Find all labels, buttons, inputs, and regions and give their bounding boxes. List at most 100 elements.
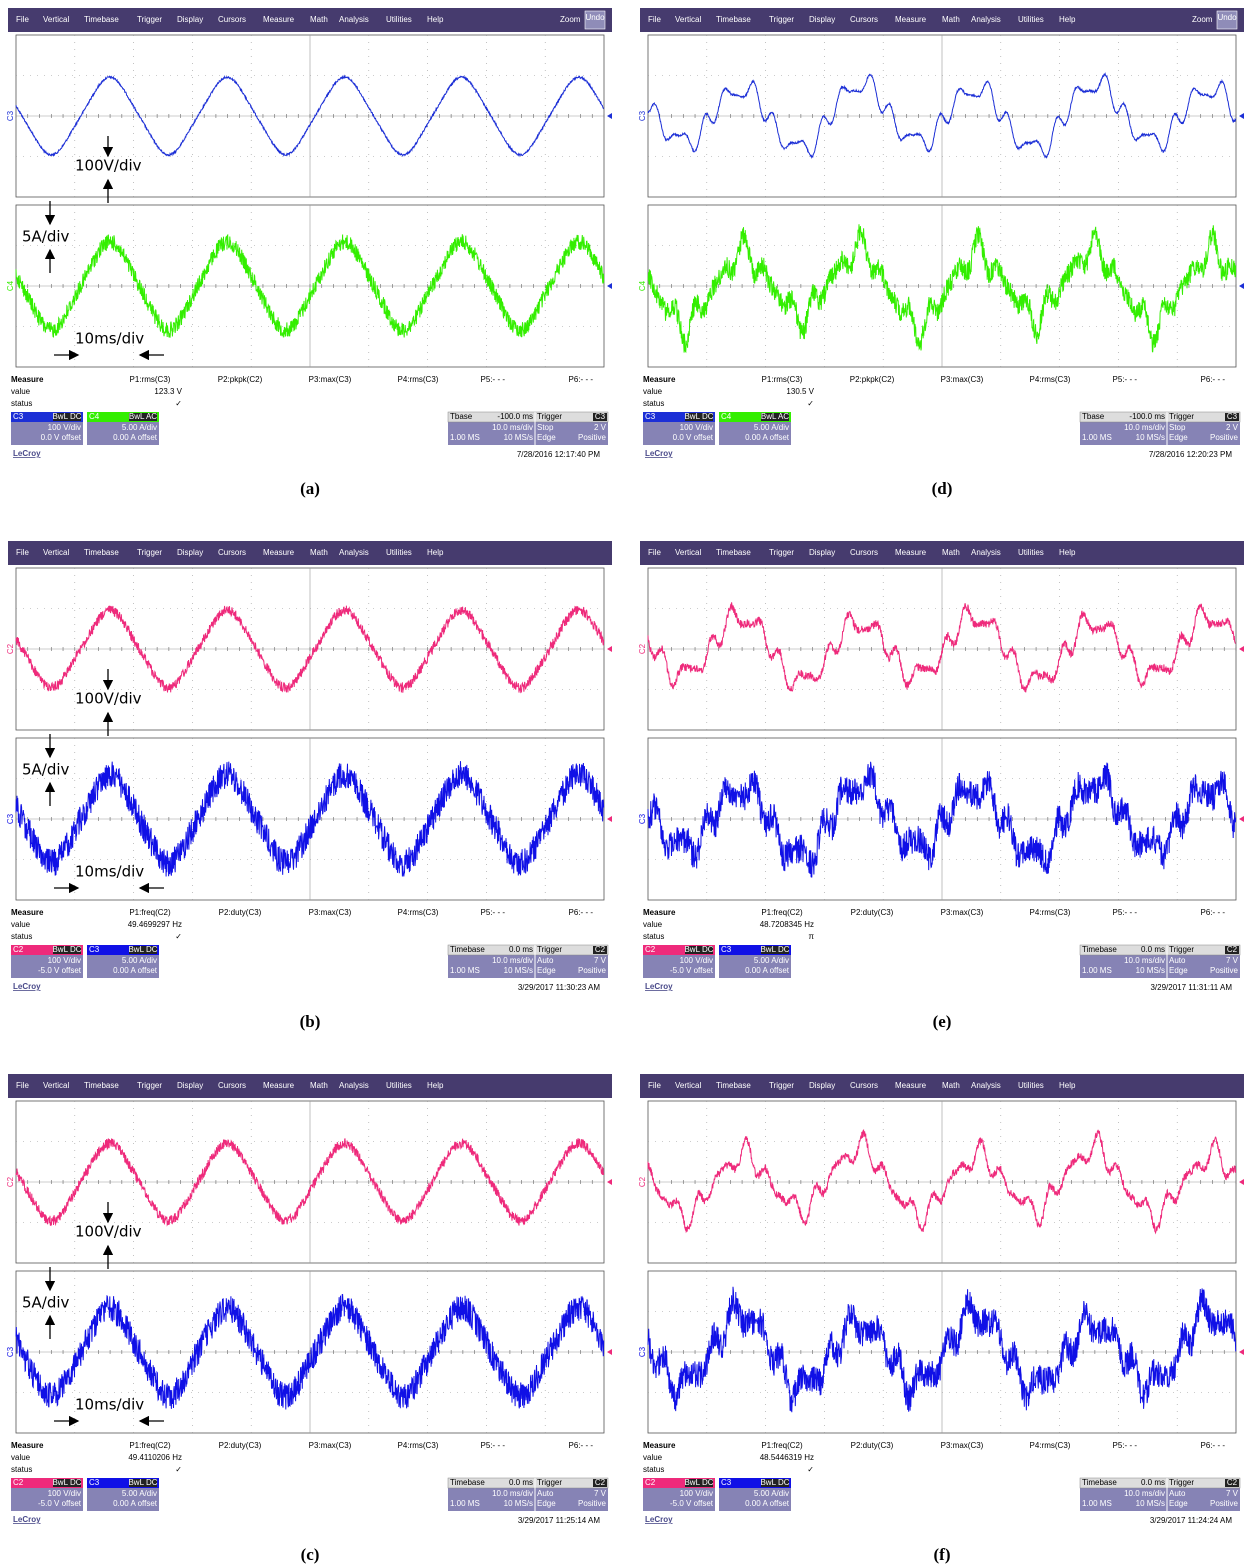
channel-name: C3 bbox=[13, 412, 24, 421]
menu-item: Timebase bbox=[84, 1081, 119, 1090]
measure-param: P1:freq(C2) bbox=[129, 1441, 171, 1450]
timebase-delay: -100.0 ms bbox=[497, 412, 533, 421]
channel-scale: 5.00 A/div bbox=[754, 423, 789, 432]
trigger-type: Edge bbox=[1169, 1499, 1188, 1508]
measure-value: 48.5446319 Hz bbox=[760, 1453, 814, 1462]
channel-tag: BwL DC bbox=[128, 945, 157, 954]
measure-status: ✓ bbox=[807, 399, 814, 408]
menu-item: Analysis bbox=[339, 548, 369, 557]
measure-param: P1:freq(C2) bbox=[129, 908, 171, 917]
channel-scale: 5.00 A/div bbox=[754, 1489, 789, 1498]
menu-item: Analysis bbox=[971, 1081, 1001, 1090]
menu-item: Measure bbox=[263, 1081, 295, 1090]
measure-title: Measure bbox=[11, 908, 44, 917]
timebase-scale: 10.0 ms/div bbox=[1124, 956, 1165, 965]
channel-scale: 100 V/div bbox=[680, 956, 713, 965]
measure-param: P4:rms(C3) bbox=[398, 908, 439, 917]
measure-param: P5:- - - bbox=[481, 375, 506, 384]
channel-tag: BwL DC bbox=[52, 945, 81, 954]
channel-offset: 0.00 A offset bbox=[113, 1499, 158, 1508]
caption: (f) bbox=[934, 1545, 951, 1564]
measure-param: P4:rms(C3) bbox=[398, 1441, 439, 1450]
measure-title: Measure bbox=[643, 375, 676, 384]
channel-scale: 100 V/div bbox=[680, 423, 713, 432]
timebase-samples: 1.00 MS bbox=[450, 966, 480, 975]
menu-item: Display bbox=[177, 548, 203, 557]
channel-name: C2 bbox=[645, 945, 656, 954]
timebase-title: Timebase bbox=[1082, 945, 1117, 954]
measure-param: P3:max(C3) bbox=[941, 908, 984, 917]
trigger-mode: Auto bbox=[1169, 956, 1186, 965]
measure-value: 123.3 V bbox=[154, 387, 182, 396]
caption: (e) bbox=[933, 1012, 952, 1031]
channel-label: C2 bbox=[638, 1176, 647, 1187]
timebase-rate: 10 MS/s bbox=[1136, 1499, 1165, 1508]
trigger-level: 7 V bbox=[1226, 1489, 1239, 1498]
measure-title: Measure bbox=[11, 375, 44, 384]
timebase-title: Timebase bbox=[450, 945, 485, 954]
measure-row: value bbox=[643, 920, 663, 929]
measure-status: ✓ bbox=[175, 932, 182, 941]
measure-row: status bbox=[643, 932, 664, 941]
menu-item: Utilities bbox=[386, 15, 412, 24]
caption: (a) bbox=[300, 479, 320, 498]
timebase-delay: 0.0 ms bbox=[509, 945, 533, 954]
measure-row: status bbox=[643, 399, 664, 408]
trigger-marker bbox=[607, 113, 612, 119]
menu-item: Cursors bbox=[218, 548, 246, 557]
measure-row: value bbox=[643, 1453, 663, 1462]
menu-item: Vertical bbox=[43, 15, 69, 24]
channel-offset: -5.0 V offset bbox=[38, 1499, 82, 1508]
measure-param: P5:- - - bbox=[1113, 908, 1138, 917]
menu-item: Utilities bbox=[386, 1081, 412, 1090]
trigger-marker bbox=[607, 283, 612, 289]
channel-label: C3 bbox=[6, 110, 15, 121]
timebase-scale: 10.0 ms/div bbox=[1124, 1489, 1165, 1498]
menu-item: Trigger bbox=[137, 548, 162, 557]
figure: FileVerticalTimebaseTriggerDisplayCursor… bbox=[0, 0, 1248, 1564]
annotation: 100V/div bbox=[75, 1223, 142, 1241]
channel-offset: 0.0 V offset bbox=[41, 433, 82, 442]
timebase-scale: 10.0 ms/div bbox=[492, 1489, 533, 1498]
measure-param: P1:freq(C2) bbox=[761, 1441, 803, 1450]
annotation: 5A/div bbox=[22, 228, 70, 246]
timestamp: 3/29/2017 11:31:11 AM bbox=[1150, 983, 1232, 992]
timebase-rate: 10 MS/s bbox=[504, 433, 533, 442]
menu-item: Vertical bbox=[675, 15, 701, 24]
caption: (b) bbox=[300, 1012, 321, 1031]
measure-param: P2:duty(C3) bbox=[851, 908, 894, 917]
measure-row: value bbox=[11, 1453, 31, 1462]
measure-param: P3:max(C3) bbox=[941, 375, 984, 384]
menu-item: Measure bbox=[895, 15, 927, 24]
menu-item: Trigger bbox=[769, 548, 794, 557]
annotation: 100V/div bbox=[75, 157, 142, 175]
measure-row: status bbox=[643, 1465, 664, 1474]
timebase-title: Tbase bbox=[1082, 412, 1105, 421]
measure-param: P3:max(C3) bbox=[309, 908, 352, 917]
trigger-marker bbox=[607, 646, 612, 652]
timestamp: 3/29/2017 11:25:14 AM bbox=[518, 1516, 600, 1525]
menu-item: Measure bbox=[263, 548, 295, 557]
menu-item: Analysis bbox=[339, 15, 369, 24]
measure-param: P2:duty(C3) bbox=[851, 1441, 894, 1450]
timebase-samples: 1.00 MS bbox=[450, 433, 480, 442]
trigger-mode: Auto bbox=[1169, 1489, 1186, 1498]
annotation: 5A/div bbox=[22, 1294, 70, 1312]
menu-item: Timebase bbox=[84, 15, 119, 24]
measure-param: P5:- - - bbox=[481, 1441, 506, 1450]
timebase-scale: 10.0 ms/div bbox=[492, 956, 533, 965]
brand-logo: LeCroy bbox=[645, 982, 673, 991]
scope-panel: FileVerticalTimebaseTriggerDisplayCursor… bbox=[638, 8, 1244, 498]
measure-param: P6:- - - bbox=[569, 375, 594, 384]
trigger-channel: C2 bbox=[595, 1478, 606, 1487]
timebase-rate: 10 MS/s bbox=[504, 966, 533, 975]
trigger-marker bbox=[1239, 283, 1244, 289]
channel-name: C3 bbox=[721, 945, 732, 954]
timebase-delay: -100.0 ms bbox=[1129, 412, 1165, 421]
timebase-scale: 10.0 ms/div bbox=[1124, 423, 1165, 432]
timestamp: 7/28/2016 12:20:23 PM bbox=[1149, 450, 1233, 459]
brand-logo: LeCroy bbox=[645, 449, 673, 458]
channel-tag: BwL DC bbox=[684, 412, 713, 421]
menu-item: Math bbox=[310, 15, 328, 24]
